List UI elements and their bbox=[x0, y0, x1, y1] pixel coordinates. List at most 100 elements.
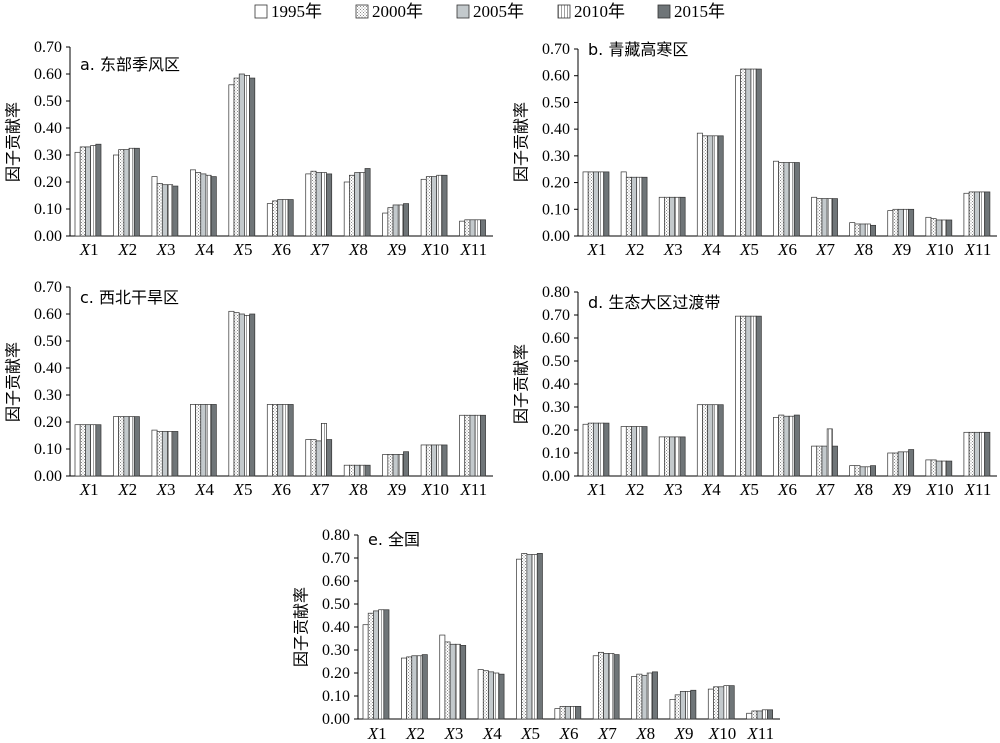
bar-x5-5 bbox=[755, 315, 762, 477]
y-axis-label: 因子贡献率 bbox=[292, 587, 311, 667]
bar-group-x3 bbox=[658, 196, 686, 237]
bar-x9-5 bbox=[908, 449, 915, 477]
bar-x7-2 bbox=[310, 439, 317, 477]
bar-x11-2 bbox=[751, 710, 758, 720]
legend-label: 2000年 bbox=[372, 2, 423, 21]
x-tick-label: X2 bbox=[625, 240, 645, 259]
x-tick-label: X8 bbox=[348, 480, 368, 499]
bar-x8-5 bbox=[870, 224, 876, 237]
bar-x2-2 bbox=[118, 149, 125, 237]
bar-x2-3 bbox=[411, 655, 418, 720]
x-tick-label: X8 bbox=[635, 724, 655, 743]
bar-x7-2 bbox=[310, 170, 317, 237]
bar-x11-1 bbox=[459, 414, 466, 477]
bar-x6-5 bbox=[793, 414, 800, 477]
x-tick-label: X11 bbox=[746, 724, 774, 743]
x-tick-label: X11 bbox=[964, 240, 992, 259]
bar-x10-4 bbox=[723, 685, 730, 720]
bar-x4-5 bbox=[210, 404, 217, 477]
bar-x5-3 bbox=[238, 313, 245, 477]
y-tick-label: 0.00 bbox=[34, 468, 62, 485]
bar-x5-2 bbox=[521, 553, 528, 720]
y-tick-label: 0.20 bbox=[542, 422, 570, 439]
bar-group-x4 bbox=[477, 669, 505, 720]
bar-x2-3 bbox=[631, 426, 638, 477]
bar-x4-1 bbox=[190, 169, 196, 237]
legend-label: 1995年 bbox=[271, 2, 322, 21]
bar-group-x8 bbox=[631, 671, 658, 720]
bar-x11-2 bbox=[968, 191, 975, 237]
bar-x10-1 bbox=[925, 216, 932, 237]
x-tick-label: X10 bbox=[925, 480, 953, 499]
legend-label: 2005年 bbox=[473, 2, 524, 21]
bar-x5-3 bbox=[745, 315, 752, 477]
bar-x1-3 bbox=[373, 610, 379, 720]
bar-x1-5 bbox=[603, 422, 610, 477]
bar-x6-1 bbox=[266, 404, 273, 477]
bar-x2-4 bbox=[636, 426, 643, 477]
bar-group-x1 bbox=[74, 143, 102, 237]
bar-group-x9 bbox=[382, 203, 409, 237]
bar-x11-1 bbox=[963, 431, 970, 477]
bar-x10-3 bbox=[718, 686, 725, 720]
bar-x6-2 bbox=[778, 162, 785, 237]
bar-group-x9 bbox=[669, 689, 697, 720]
y-tick-label: 0.10 bbox=[322, 688, 350, 705]
bar-x4-5 bbox=[498, 673, 505, 720]
bar-x7-5 bbox=[326, 439, 333, 477]
bar-x1-2 bbox=[79, 424, 86, 477]
bar-x8-5 bbox=[651, 671, 658, 720]
bar-x11-3 bbox=[756, 710, 763, 720]
bar-x11-4 bbox=[979, 191, 986, 237]
bar-x10-2 bbox=[713, 686, 720, 720]
bar-group-x11 bbox=[746, 709, 773, 720]
chart-panels: 0.00 0.10 0.20 0.30 0.40 0.50 0.60 0.70 X1 X2 X3 X4… bbox=[4, 39, 997, 743]
bar-x8-4 bbox=[864, 223, 871, 237]
bar-x6-3 bbox=[277, 404, 284, 477]
bar-x6-1 bbox=[773, 160, 780, 237]
y-tick-label: 0.50 bbox=[34, 333, 62, 350]
bar-x5-1 bbox=[228, 84, 235, 237]
x-tick-label: X8 bbox=[853, 240, 873, 259]
bar-group-x2 bbox=[620, 426, 648, 477]
x-tick-label: X1 bbox=[587, 480, 607, 499]
x-tick-label: X11 bbox=[964, 480, 992, 499]
bar-x3-2 bbox=[156, 431, 163, 477]
bar-x1-5 bbox=[95, 424, 102, 477]
bar-x1-5 bbox=[603, 171, 610, 237]
bar-x7-4 bbox=[826, 198, 833, 237]
bar-x6-5 bbox=[287, 404, 294, 477]
bar-x3-2 bbox=[664, 436, 670, 477]
bar-x4-2 bbox=[702, 404, 709, 477]
bar-group-x11 bbox=[963, 431, 991, 477]
x-tick-label: X5 bbox=[739, 240, 759, 259]
x-tick-label: X4 bbox=[194, 480, 214, 499]
bar-x4-3 bbox=[488, 671, 495, 720]
bar-x1-4 bbox=[378, 609, 385, 720]
bar-x4-1 bbox=[696, 404, 703, 477]
bar-x2-3 bbox=[123, 149, 130, 237]
bar-x10-5 bbox=[441, 444, 448, 477]
bar-x2-2 bbox=[625, 176, 632, 237]
bar-x8-4 bbox=[359, 464, 366, 477]
bar-x4-2 bbox=[482, 670, 489, 720]
bar-x11-1 bbox=[963, 192, 970, 237]
bar-x5-1 bbox=[228, 310, 235, 477]
bar-x9-5 bbox=[908, 208, 915, 237]
bar-x9-3 bbox=[679, 691, 686, 720]
bar-x7-4 bbox=[320, 423, 327, 477]
y-tick-label: 0.70 bbox=[322, 550, 350, 567]
bar-x6-1 bbox=[773, 417, 780, 477]
bar-x3-4 bbox=[454, 643, 461, 720]
bar-group-x5 bbox=[735, 68, 762, 237]
x-tick-label: X7 bbox=[815, 480, 835, 499]
bar-x8-5 bbox=[870, 465, 876, 477]
bar-group-x2 bbox=[113, 416, 140, 477]
legend: 1995年 2000年 2005年 2010年 2015年 bbox=[254, 2, 725, 21]
y-tick-label: 0.40 bbox=[322, 619, 350, 636]
bar-x2-5 bbox=[133, 147, 140, 237]
bar-x1-1 bbox=[74, 424, 81, 477]
y-tick-label: 0.70 bbox=[542, 41, 570, 58]
y-tick-label: 0.20 bbox=[322, 665, 350, 682]
x-tick-label: X5 bbox=[233, 240, 253, 259]
